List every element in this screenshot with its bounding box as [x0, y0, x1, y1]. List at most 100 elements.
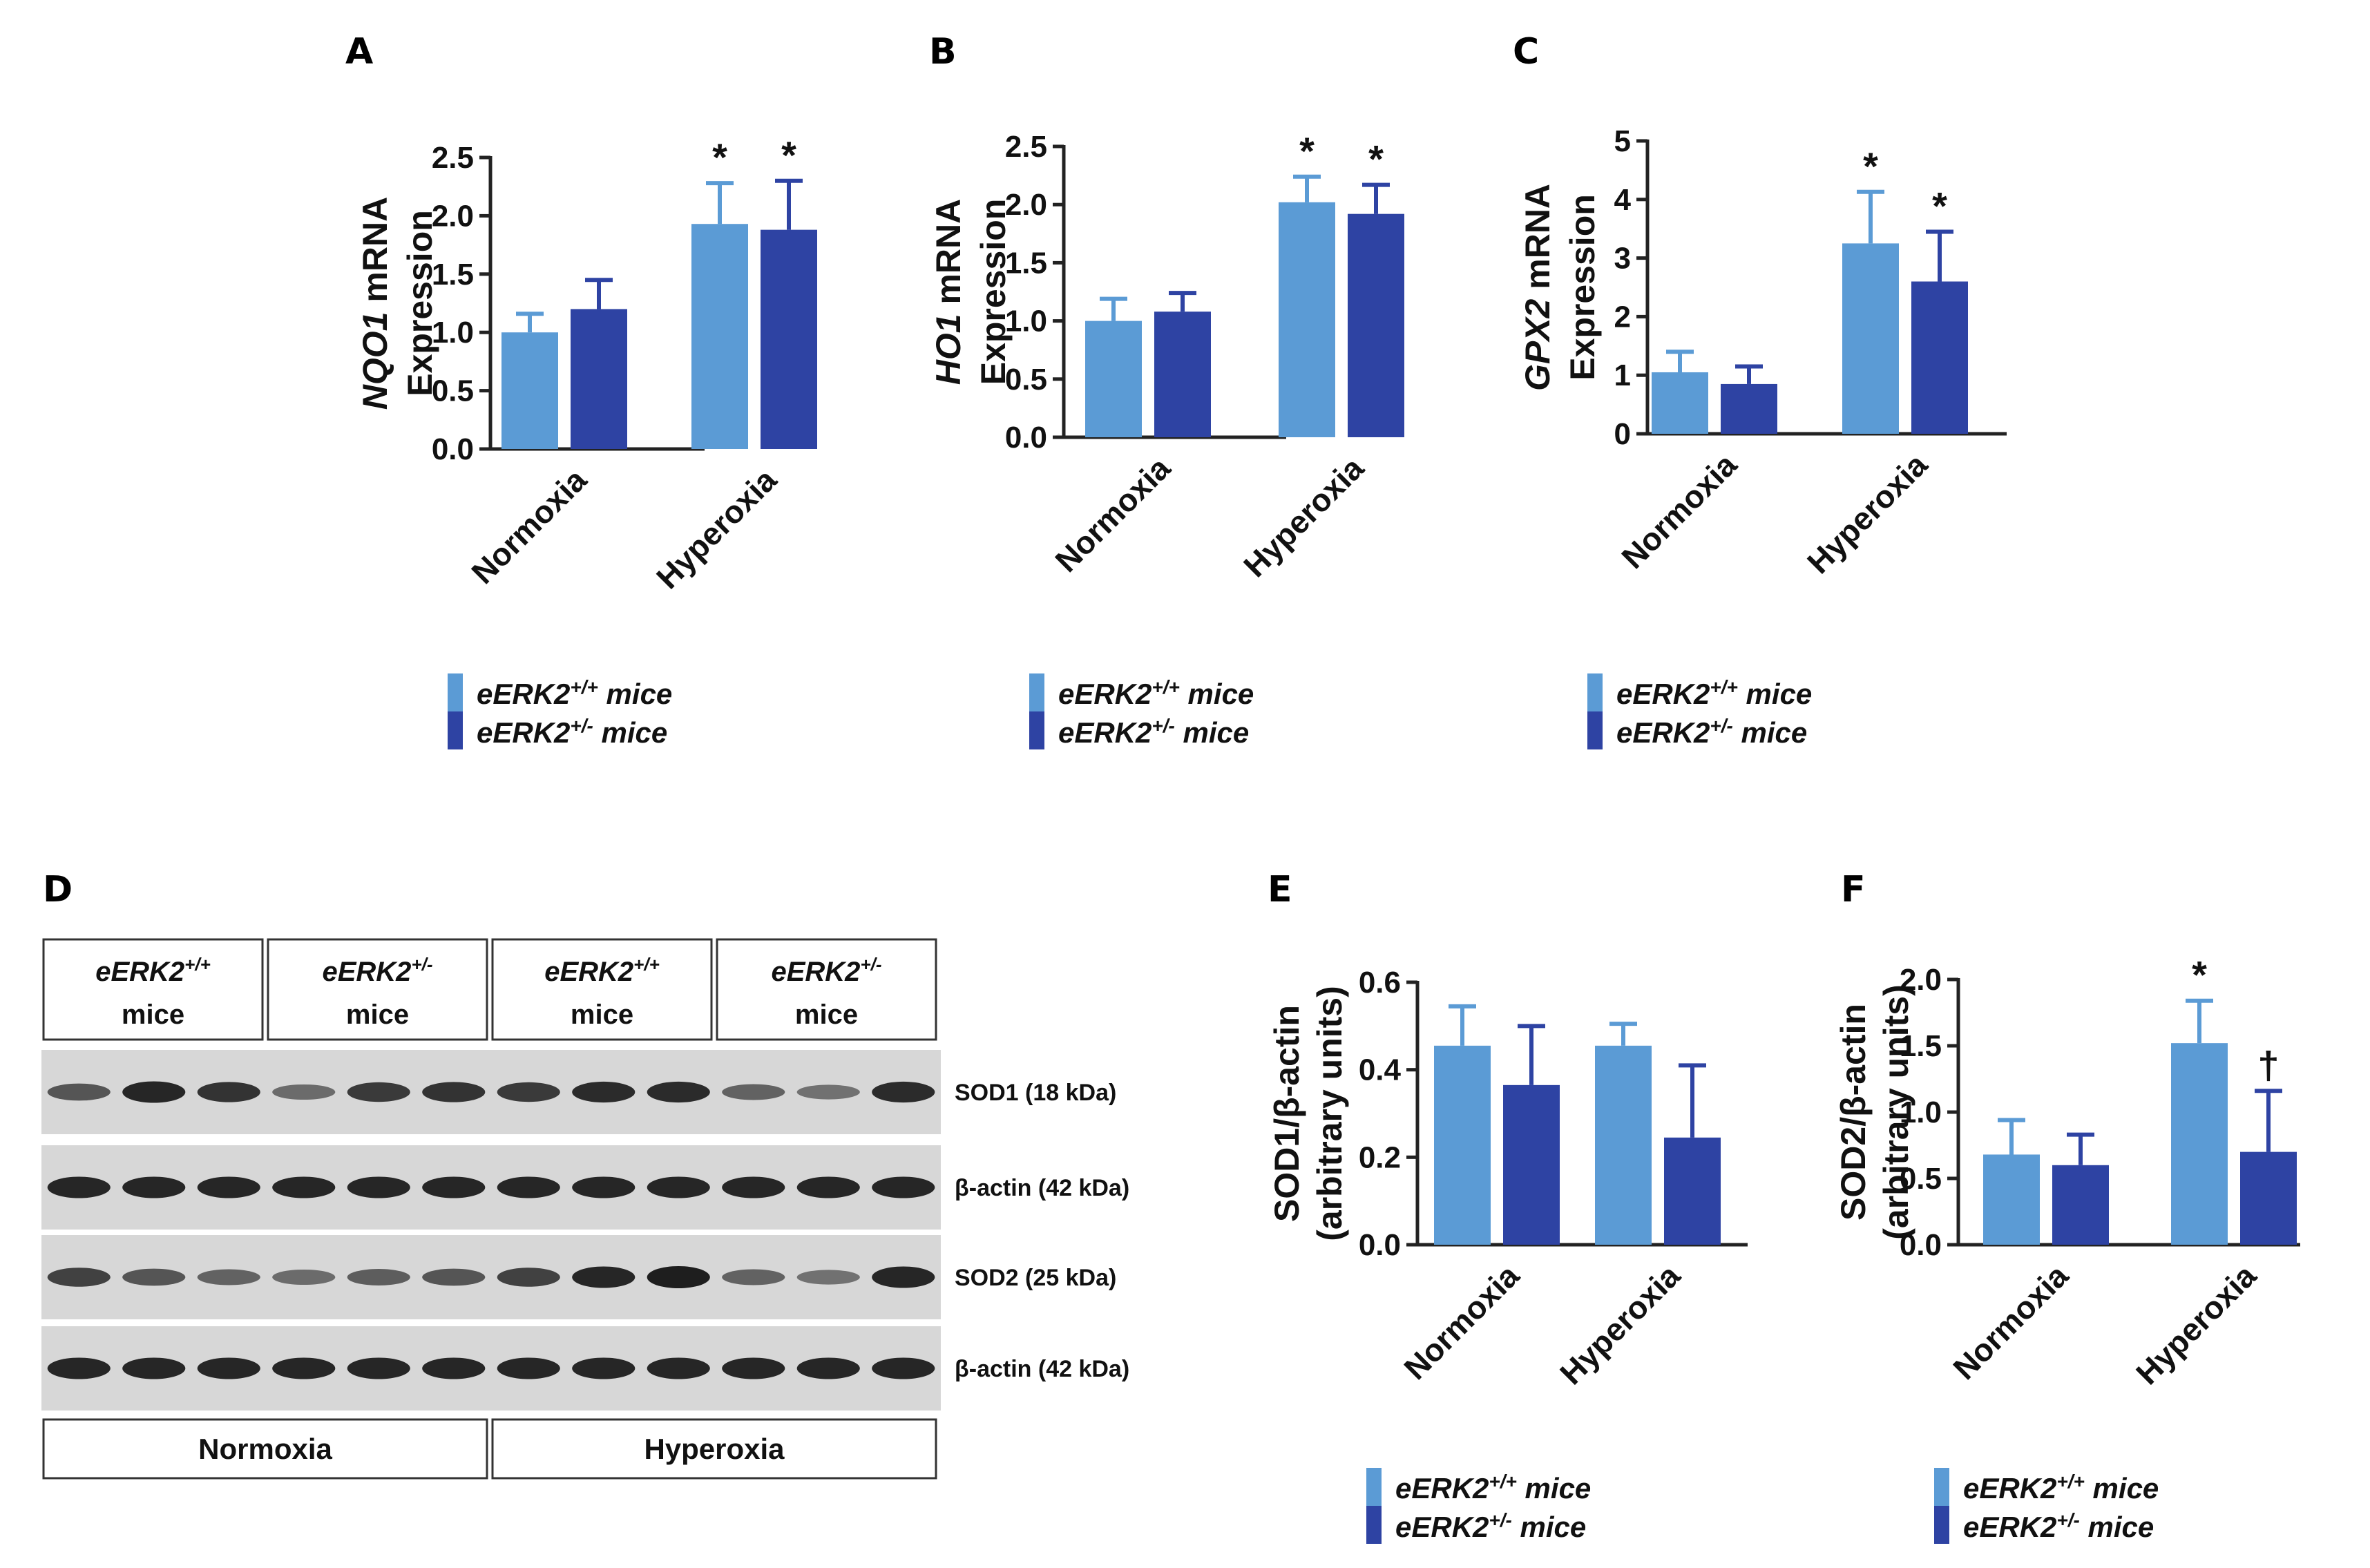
bar-het: [2052, 1165, 2109, 1245]
blot-row-label: β-actin (42 kDa): [955, 1175, 1129, 1201]
blot-band: [872, 1266, 935, 1288]
header-gene: eERK2: [95, 957, 184, 987]
legend-genotype: +/-: [1151, 715, 1174, 736]
y-tick-label: 1.5: [432, 258, 474, 291]
blot-strip-background: [41, 1235, 941, 1319]
header-genotype: +/+: [633, 954, 660, 975]
legend-gene: eERK2: [1616, 716, 1710, 749]
chart-panel-f: F 0.0 0.5 1.0 1.5 2.0 SOD2/β-actin (arbitrary u…: [1834, 869, 2300, 1544]
legend-label-het: eERK2+/- mice: [1058, 715, 1249, 749]
blot-band: [122, 1357, 186, 1379]
y-axis-label-line2: (arbitrary units): [1310, 986, 1349, 1241]
bar-wt: [1595, 1045, 1652, 1245]
bar-het: [1911, 281, 1968, 434]
chart-panel-c: C 0 1 2 3 4 5 GPX2 mRNA Expression Normoxia * * Hype…: [1513, 31, 2007, 749]
legend-swatch-wt: [1029, 673, 1044, 711]
blot-band: [647, 1176, 710, 1198]
blot-band: [422, 1082, 486, 1102]
genotype-header-label: eERK2+/+: [544, 954, 660, 987]
y-tick-label: 4: [1614, 183, 1632, 217]
blot-band: [347, 1269, 410, 1285]
blot-band: [197, 1269, 260, 1285]
genotype-header-label: eERK2+/+: [95, 954, 211, 987]
legend-label-het: eERK2+/- mice: [1395, 1509, 1586, 1544]
blot-strip: SOD1 (18 kDa): [41, 1050, 1116, 1134]
blot-band: [47, 1268, 111, 1287]
bar-wt: [2171, 1043, 2228, 1245]
genotype-header-label: eERK2+/-: [322, 954, 432, 987]
bar-het: [1503, 1084, 1560, 1245]
panel-letter: E: [1268, 869, 1292, 910]
panel-letter: D: [43, 869, 73, 910]
blot-band: [647, 1357, 710, 1379]
significance-mark: *: [1299, 129, 1315, 173]
legend-suffix: mice: [1733, 716, 1807, 749]
condition-box: [491, 1418, 937, 1480]
blot-band: [647, 1081, 710, 1103]
blot-band: [272, 1176, 336, 1198]
header-genotype: +/-: [411, 954, 432, 975]
genotype-header-box: [716, 938, 937, 1041]
y-tick-label: 2: [1614, 300, 1631, 334]
blot-band: [197, 1082, 260, 1102]
legend-label-het: eERK2+/- mice: [1616, 715, 1807, 749]
blot-band: [572, 1081, 635, 1103]
y-axis-label: GPX2 mRNA: [1518, 184, 1557, 391]
blot-row-label: SOD2 (25 kDa): [955, 1265, 1116, 1291]
blot-band: [47, 1176, 111, 1198]
header-gene: eERK2: [544, 957, 633, 987]
y-tick-label: 2.0: [432, 199, 474, 233]
y-tick-label: 2.5: [432, 141, 474, 175]
y-tick-label: 0.2: [1359, 1140, 1401, 1174]
significance-mark: *: [1932, 184, 1947, 227]
blot-strip-background: [41, 1145, 941, 1230]
significance-mark: *: [2192, 953, 2207, 997]
y-tick-label: 0.0: [1359, 1228, 1401, 1262]
legend-gene: eERK2: [1058, 716, 1151, 749]
y-tick-label: 2.5: [1005, 130, 1047, 164]
blot-band: [122, 1176, 186, 1198]
blot-band: [796, 1357, 860, 1379]
category-label: Normoxia: [1946, 1257, 2075, 1386]
category-label: Normoxia: [464, 461, 593, 591]
legend-swatch-wt: [1934, 1468, 1949, 1506]
chart-panel-e: E 0.0 0.2 0.4 0.6 SOD1/β-actin (arbitrary unit…: [1268, 869, 1748, 1544]
legend-label-wt: eERK2+/+ mice: [1395, 1471, 1591, 1505]
blot-band: [122, 1081, 186, 1103]
genotype-header-box: [491, 938, 713, 1041]
bar-wt: [1279, 202, 1335, 437]
legend-swatch-het: [448, 711, 463, 749]
bar-wt: [1085, 321, 1142, 437]
legend-swatch-wt: [448, 673, 463, 711]
blot-strip-background: [41, 1050, 941, 1134]
genotype-header: eERK2+/- mice: [716, 938, 937, 1041]
blot-band: [47, 1357, 111, 1379]
genotype-header: eERK2+/+ mice: [42, 938, 264, 1041]
y-tick-label: 1.5: [1005, 246, 1047, 280]
blot-band: [422, 1357, 486, 1379]
blot-band: [572, 1266, 635, 1288]
legend-genotype: +/-: [2056, 1509, 2079, 1531]
blot-band: [272, 1357, 336, 1379]
y-tick-label: 0.0: [432, 432, 474, 466]
header-genotype: +/+: [184, 954, 211, 975]
blot-band: [422, 1268, 486, 1286]
blot-band: [722, 1176, 785, 1198]
legend-gene: eERK2: [1616, 678, 1710, 710]
y-tick-label: 0.5: [432, 374, 474, 408]
condition-footer: Hyperoxia: [491, 1418, 937, 1480]
blot-band: [497, 1357, 560, 1379]
y-tick-label: 0: [1614, 417, 1631, 451]
blot-row-label: SOD1 (18 kDa): [955, 1080, 1116, 1106]
legend-suffix: mice: [1512, 1511, 1586, 1543]
header-gene: eERK2: [771, 957, 860, 987]
y-axis-label-text: SOD2/β-actin: [1834, 1004, 1873, 1221]
bar-wt: [1842, 243, 1899, 434]
y-axis-label-line2: Expression: [974, 199, 1013, 385]
legend-suffix: mice: [1738, 678, 1812, 710]
genotype-header-suffix: mice: [122, 1000, 184, 1030]
bar-het: [1154, 312, 1211, 437]
